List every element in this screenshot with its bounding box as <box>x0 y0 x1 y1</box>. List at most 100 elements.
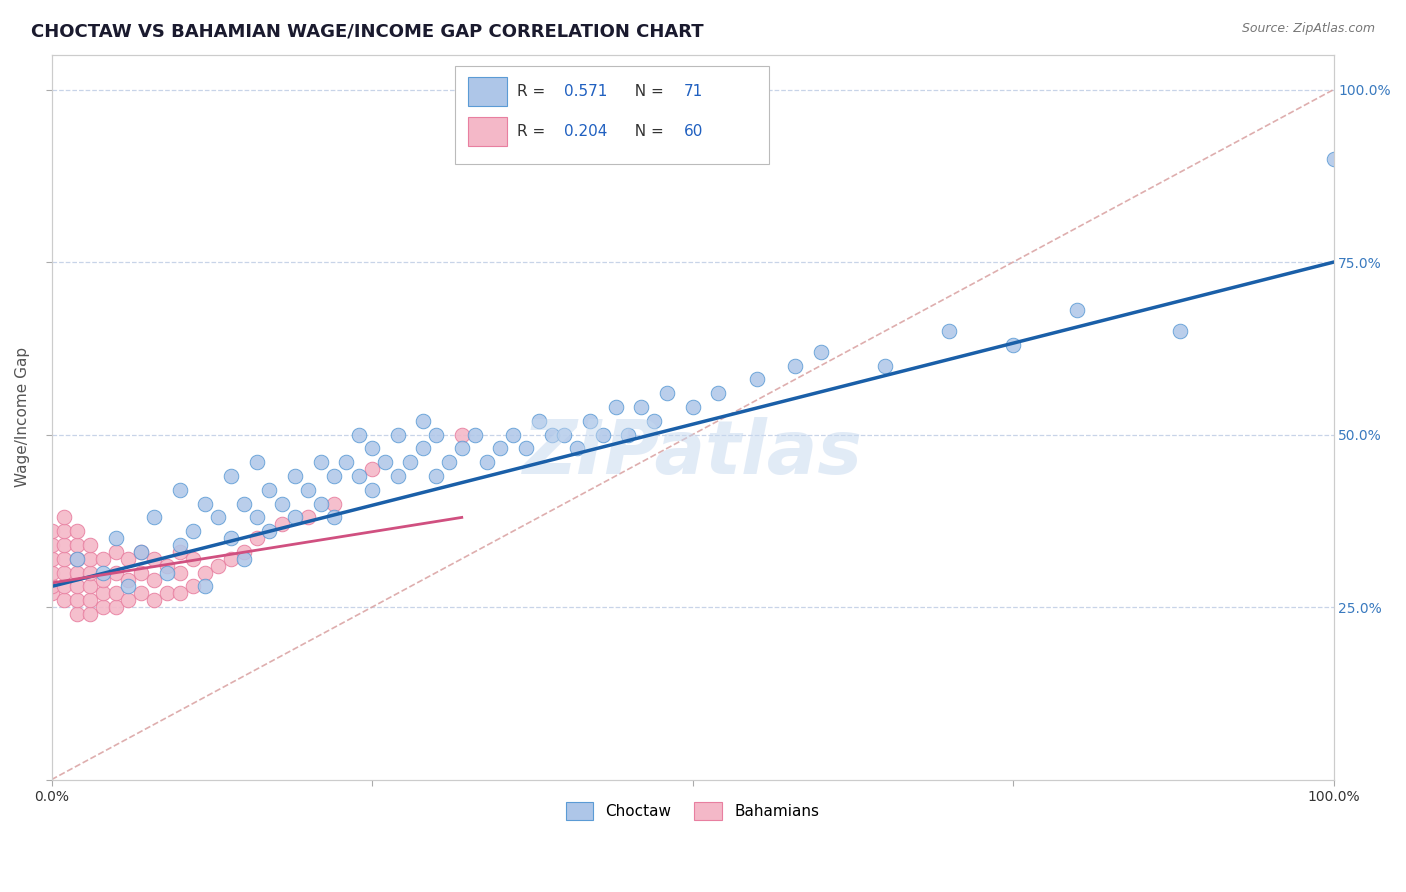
Point <box>194 579 217 593</box>
Point <box>156 586 179 600</box>
Point <box>143 593 166 607</box>
Point <box>437 455 460 469</box>
Point <box>53 579 76 593</box>
Point <box>347 427 370 442</box>
Point <box>232 497 254 511</box>
Point <box>156 566 179 580</box>
Point <box>91 600 114 615</box>
Point <box>117 573 139 587</box>
Point <box>104 531 127 545</box>
Point <box>53 551 76 566</box>
Point <box>181 524 204 539</box>
Point <box>246 455 269 469</box>
Text: N =: N = <box>624 84 668 99</box>
Point <box>284 510 307 524</box>
Point <box>53 538 76 552</box>
Text: R =: R = <box>517 84 550 99</box>
Point <box>605 400 627 414</box>
Point <box>143 510 166 524</box>
Text: 60: 60 <box>683 124 703 139</box>
Point <box>1168 324 1191 338</box>
Point <box>169 586 191 600</box>
Point <box>565 442 588 456</box>
Point <box>361 442 384 456</box>
Text: 0.204: 0.204 <box>564 124 607 139</box>
Point <box>41 524 63 539</box>
Point <box>79 551 101 566</box>
Point <box>617 427 640 442</box>
Point <box>143 573 166 587</box>
Point <box>399 455 422 469</box>
Point <box>117 579 139 593</box>
Point <box>41 566 63 580</box>
Text: R =: R = <box>517 124 550 139</box>
Point <box>41 586 63 600</box>
Point <box>79 538 101 552</box>
Point <box>53 566 76 580</box>
Point <box>450 442 472 456</box>
Point <box>232 545 254 559</box>
Point <box>938 324 960 338</box>
FancyBboxPatch shape <box>468 77 506 106</box>
Point <box>450 427 472 442</box>
Point <box>309 455 332 469</box>
Text: ZIPatlas: ZIPatlas <box>523 417 862 490</box>
Point <box>464 427 486 442</box>
Point <box>1001 338 1024 352</box>
Point <box>592 427 614 442</box>
Point <box>540 427 562 442</box>
FancyBboxPatch shape <box>456 66 769 164</box>
Point <box>129 545 152 559</box>
Point <box>682 400 704 414</box>
Point <box>53 510 76 524</box>
Point <box>425 427 447 442</box>
Point <box>169 566 191 580</box>
Point <box>207 510 229 524</box>
Point <box>873 359 896 373</box>
Point <box>207 558 229 573</box>
Point <box>66 579 89 593</box>
Text: 71: 71 <box>683 84 703 99</box>
Point <box>477 455 499 469</box>
Point <box>91 573 114 587</box>
Point <box>91 566 114 580</box>
Point <box>53 593 76 607</box>
Text: CHOCTAW VS BAHAMIAN WAGE/INCOME GAP CORRELATION CHART: CHOCTAW VS BAHAMIAN WAGE/INCOME GAP CORR… <box>31 22 703 40</box>
Text: 0.571: 0.571 <box>564 84 607 99</box>
Point <box>297 483 319 497</box>
Point <box>219 531 242 545</box>
Point <box>129 586 152 600</box>
Point <box>66 593 89 607</box>
Point <box>156 558 179 573</box>
Point <box>169 538 191 552</box>
Point <box>361 462 384 476</box>
Point <box>66 566 89 580</box>
Point <box>643 414 665 428</box>
Point <box>271 497 294 511</box>
Point <box>232 551 254 566</box>
Point <box>91 551 114 566</box>
Point <box>219 551 242 566</box>
Point <box>181 579 204 593</box>
Point <box>246 531 269 545</box>
Point <box>387 427 409 442</box>
Point <box>361 483 384 497</box>
Point <box>387 469 409 483</box>
Point <box>630 400 652 414</box>
Point <box>79 593 101 607</box>
Point <box>322 510 344 524</box>
Point <box>1322 152 1344 166</box>
Text: N =: N = <box>624 124 668 139</box>
Y-axis label: Wage/Income Gap: Wage/Income Gap <box>15 347 30 487</box>
Point <box>66 524 89 539</box>
Point <box>707 386 730 401</box>
Point <box>129 566 152 580</box>
Point <box>347 469 370 483</box>
Point <box>309 497 332 511</box>
Point <box>374 455 396 469</box>
Point <box>41 551 63 566</box>
Point <box>553 427 575 442</box>
Point <box>527 414 550 428</box>
Point <box>53 524 76 539</box>
Text: Source: ZipAtlas.com: Source: ZipAtlas.com <box>1241 22 1375 36</box>
